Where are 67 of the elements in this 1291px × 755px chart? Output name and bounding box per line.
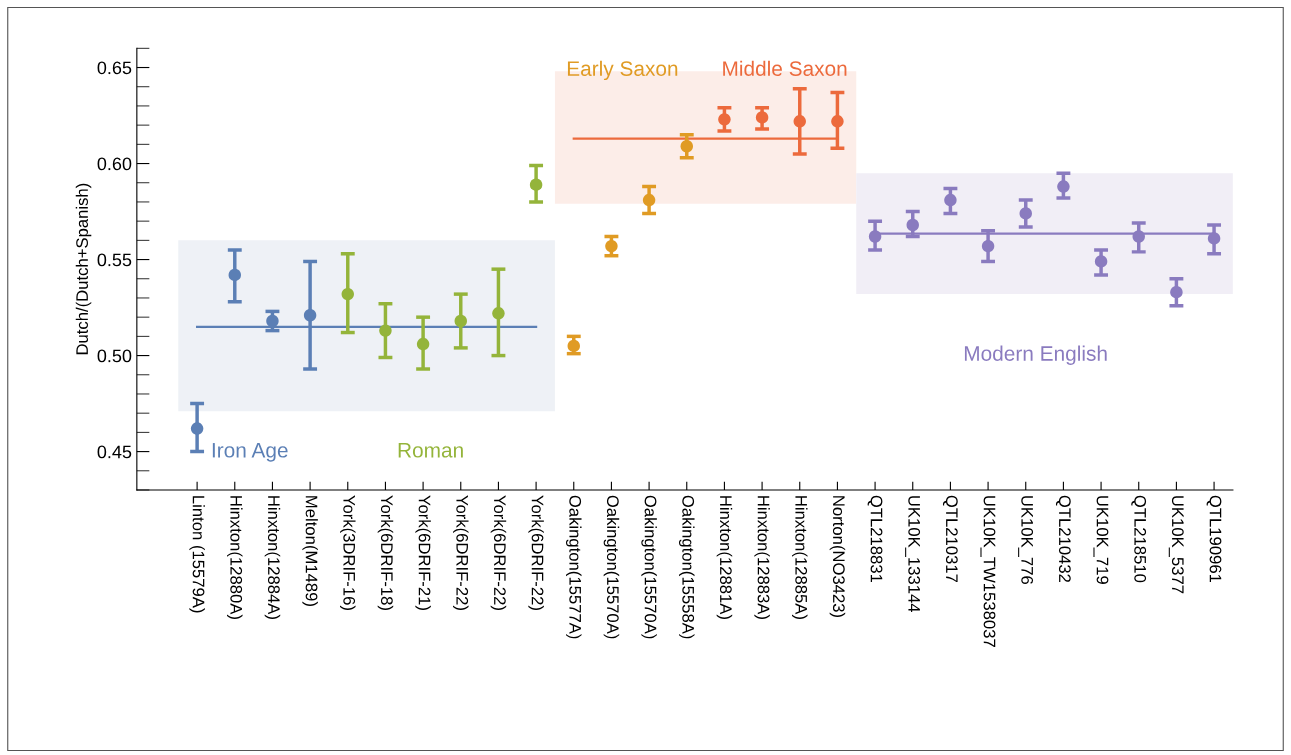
x-tick-label: York(6DRIF-22) xyxy=(528,495,544,610)
point xyxy=(416,337,430,351)
point xyxy=(379,324,392,337)
x-tick-label: Melton(M1489) xyxy=(302,496,318,606)
point xyxy=(1132,230,1145,243)
x-tick-label: York(6DRIF-21) xyxy=(415,495,431,610)
x-tick-label: Linton (15579A) xyxy=(189,496,205,613)
x-tick-label: QTL218831 xyxy=(867,495,883,583)
x-tick-label: York(6DRIF-22) xyxy=(490,495,507,610)
y-tick-label: 0.65 xyxy=(97,61,132,75)
x-tick-label: UK10K_776 xyxy=(1018,496,1034,585)
x-tick-label: UK10K_5377 xyxy=(1168,496,1184,594)
x-tick-label: Oakington(15570A) xyxy=(603,495,620,639)
x-tick-label: UK10K_133144 xyxy=(905,496,921,613)
y-axis-title: Dutch/(Dutch+Spanish) xyxy=(75,183,92,355)
point xyxy=(228,268,241,282)
point xyxy=(1094,255,1108,268)
x-tick-label: UK10K_719 xyxy=(1093,496,1109,584)
x-tick-label: Oakington(15577A) xyxy=(565,495,582,639)
annotation: Roman xyxy=(398,443,463,458)
point xyxy=(868,230,882,243)
point xyxy=(190,422,204,435)
x-tick-label: QTL210432 xyxy=(1055,495,1071,583)
x-tick-label: York(6DRIF-22) xyxy=(453,495,469,610)
y-tick-label: 0.55 xyxy=(97,253,132,267)
x-tick-label: QTL210317 xyxy=(942,495,958,583)
point xyxy=(605,239,618,253)
x-tick-label: Norton(NO3423) xyxy=(829,496,846,618)
annotation: Early Saxon xyxy=(567,60,678,81)
point xyxy=(303,309,317,322)
x-tick-label: York(3DRIF-16) xyxy=(340,495,356,610)
y-tick-label: 0.50 xyxy=(97,349,132,363)
point xyxy=(680,140,693,153)
x-tick-label: Hinxton(12885A) xyxy=(791,496,808,619)
point xyxy=(831,115,844,128)
y-tick-label: 0.45 xyxy=(97,445,132,459)
point xyxy=(1207,232,1221,245)
point xyxy=(981,239,995,253)
point xyxy=(266,314,279,328)
x-tick-label: Hinxton(12884A) xyxy=(264,496,281,619)
annotation: Iron Age xyxy=(212,443,288,462)
point xyxy=(755,111,769,124)
point xyxy=(529,178,543,191)
point xyxy=(718,113,731,126)
annotation: Modern English xyxy=(964,345,1107,365)
point xyxy=(341,287,354,301)
x-tick-label: Hinxton(12881A) xyxy=(716,496,733,619)
x-tick-label: Hinxton(12883A) xyxy=(754,496,770,619)
point xyxy=(906,218,919,232)
x-tick-label: York(6DRIF-18) xyxy=(377,495,394,610)
x-tick-label: Oakington(15558A) xyxy=(678,495,695,639)
point xyxy=(492,307,505,320)
point xyxy=(454,314,467,328)
x-tick-label: QTL218510 xyxy=(1131,495,1147,583)
point xyxy=(944,193,957,207)
point xyxy=(567,339,580,353)
x-tick-label: Hinxton(12880A) xyxy=(227,496,243,619)
x-tick-label: QTL190961 xyxy=(1206,495,1222,583)
point xyxy=(1057,180,1070,193)
x-tick-label: UK10K_TW1538037 xyxy=(980,496,996,647)
point xyxy=(793,115,806,128)
point xyxy=(642,193,656,207)
y-tick-label: 0.60 xyxy=(97,157,132,171)
point xyxy=(1170,285,1183,299)
point xyxy=(1019,207,1032,220)
x-tick-label: Oakington(15570A) xyxy=(641,495,657,639)
annotation: Middle Saxon xyxy=(723,60,847,76)
